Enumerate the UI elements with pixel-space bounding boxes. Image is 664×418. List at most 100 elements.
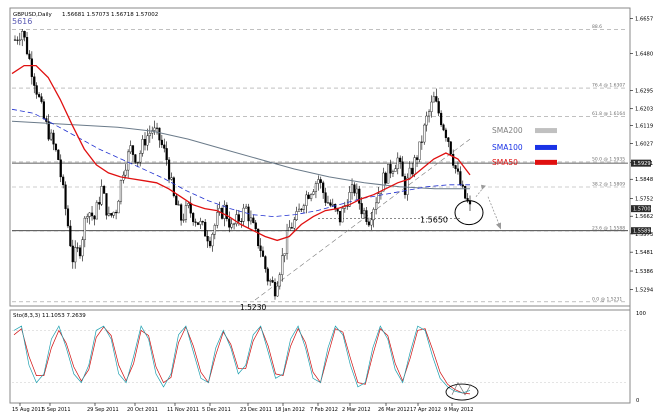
candle-body (353, 184, 356, 194)
candle-body (425, 115, 428, 126)
candle (187, 201, 190, 209)
candle-body (442, 124, 445, 131)
candle-body (408, 167, 411, 179)
candle (86, 213, 89, 223)
candle-body (172, 177, 175, 197)
candle (66, 205, 70, 229)
candle (370, 212, 373, 231)
candle (88, 212, 91, 225)
candle-body (350, 184, 354, 193)
candle-body (117, 200, 120, 214)
candle-body (35, 85, 38, 95)
candle (249, 210, 253, 225)
candle-body (423, 124, 426, 143)
candle-body (47, 121, 50, 140)
candle (201, 220, 204, 226)
candle-body (245, 206, 248, 209)
candle (105, 193, 108, 220)
stochastic-lines: 100 0 (12, 311, 646, 404)
candle (28, 50, 31, 61)
candle-body (257, 228, 260, 247)
candle (155, 122, 159, 135)
fib-level-label: 38.2 @ 1.5809 (592, 181, 625, 187)
y-tick-label: 1.6203 (635, 107, 653, 113)
candle (95, 200, 98, 220)
candle (396, 152, 399, 175)
candle (74, 240, 77, 269)
y-tick-label: 1.5573 (635, 232, 653, 238)
candle-body (317, 179, 320, 184)
candle-body (71, 245, 74, 263)
candle (362, 207, 366, 219)
candle (418, 141, 421, 163)
y-tick-label: 1.5848 (635, 177, 653, 183)
candle-body (18, 39, 21, 41)
candle-body (278, 274, 281, 287)
x-tick-label: 15 Aug 2011 (12, 407, 44, 413)
candle (338, 210, 342, 226)
candle (69, 220, 72, 247)
candle-body (432, 96, 435, 103)
stochastic-header: Sto(8,3,3) 11.1053 7.2639 (13, 313, 86, 319)
price-tag-label: 1.5589 (633, 229, 651, 235)
candle (261, 246, 265, 257)
candle (302, 203, 305, 214)
candle-body (362, 210, 366, 215)
candle-body (413, 157, 416, 175)
candle-body (124, 169, 127, 176)
candle-body (177, 204, 180, 206)
candle-body (249, 217, 253, 222)
candle (119, 179, 123, 205)
candle-body (360, 203, 363, 215)
candle-body (119, 179, 123, 202)
candle-body (151, 130, 154, 134)
candle (423, 123, 426, 145)
candle-body (211, 234, 214, 247)
sma200-line (11, 120, 470, 190)
candle-body (420, 141, 423, 143)
candle (127, 149, 130, 178)
candle (464, 185, 467, 200)
candle-body (372, 209, 375, 221)
candle-body (194, 221, 197, 223)
candle (449, 141, 452, 156)
candle (59, 154, 62, 183)
candle-body (447, 137, 450, 142)
candle (353, 182, 356, 197)
candle (199, 217, 202, 229)
candle (399, 155, 402, 169)
candle-body (252, 217, 255, 223)
candle-body (216, 212, 219, 226)
candle (98, 196, 101, 210)
candle (456, 161, 460, 175)
candle (139, 150, 142, 167)
candle-body (387, 164, 390, 184)
candle (360, 197, 363, 219)
candle (47, 114, 50, 142)
candle-body (468, 200, 472, 205)
candle (13, 35, 17, 41)
candle-body (456, 168, 460, 172)
candle (281, 247, 284, 282)
y-tick-label: 1.6027 (635, 142, 653, 148)
candle-body (86, 216, 89, 219)
candle-body (33, 76, 36, 86)
candle (365, 206, 368, 225)
chart-ohlc-values: 1.56681 1.57073 1.56718 1.57002 (62, 12, 158, 18)
candle (437, 97, 440, 117)
candle (300, 208, 303, 212)
candle-body (165, 148, 168, 161)
x-tick-label: 9 May 2012 (444, 407, 473, 413)
candle (355, 183, 358, 200)
candle (317, 175, 320, 191)
candle (290, 222, 293, 229)
candle (57, 149, 60, 161)
x-tick-label: 7 Feb 2012 (310, 407, 338, 413)
candle (367, 217, 370, 227)
candle (288, 220, 291, 231)
y-tick-label: 1.6119 (635, 123, 653, 129)
candle-body (230, 223, 233, 228)
candle (461, 180, 464, 189)
candle (257, 228, 260, 249)
